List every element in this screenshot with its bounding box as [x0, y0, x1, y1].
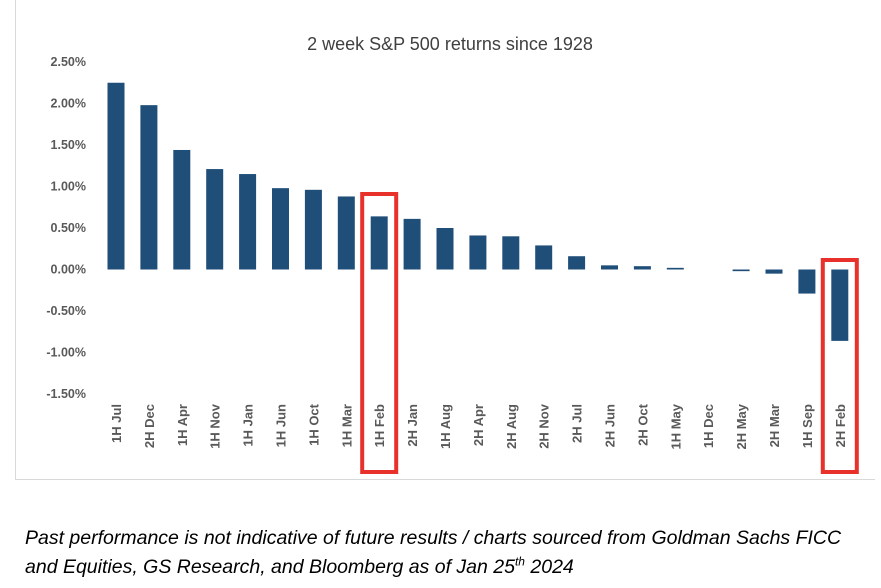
highlight-box [360, 192, 399, 474]
x-tick-label: 1H Sep [800, 404, 815, 448]
bar [502, 236, 520, 270]
y-tick-label: 2.00% [51, 97, 86, 111]
x-tick-label: 2H Mar [767, 404, 782, 447]
y-axis: 2.50% 2.00% 1.50% 1.00% 0.50% 0.00% -0.50% -1.0… [46, 55, 86, 401]
x-tick-label: 2H Apr [471, 404, 486, 446]
bar [403, 218, 421, 270]
y-tick-label: -1.00% [46, 346, 86, 360]
x-tick-label: 1H Aug [438, 404, 453, 449]
bar [666, 267, 684, 270]
bar [370, 216, 388, 270]
x-tick-label: 2H Nov [537, 403, 552, 449]
x-tick-label: 1H Mar [339, 404, 354, 447]
x-tick-label: 2H Aug [504, 404, 519, 449]
caption-text-end: 2024 [524, 556, 574, 578]
y-tick-label: 1.00% [51, 180, 86, 194]
x-tick-label: 1H Oct [306, 403, 321, 446]
x-tick-label: 2H Jan [405, 404, 420, 447]
x-tick-label: 1H Jan [241, 404, 256, 447]
chart-title: 2 week S&P 500 returns since 1928 [307, 34, 593, 54]
x-axis-labels: 1H Jul 2H Dec 1H Apr 1H Nov 1H Jan 1H Jun 1H O… [109, 403, 848, 449]
x-tick-label: 1H Jul [109, 404, 124, 443]
x-tick-label: 2H Jul [570, 404, 585, 443]
bar [337, 196, 355, 270]
y-tick-label: -0.50% [46, 304, 86, 318]
x-tick-label: 2H May [734, 403, 749, 449]
bar [206, 169, 224, 270]
x-tick-label: 1H Apr [175, 404, 190, 446]
x-tick-label: 1H Feb [372, 404, 387, 447]
y-tick-label: 0.00% [51, 263, 86, 277]
bar [568, 256, 586, 270]
bar [140, 105, 158, 270]
y-tick-label: 2.50% [51, 55, 86, 69]
x-tick-label: 2H Oct [635, 403, 650, 446]
bar [732, 269, 750, 272]
bar [831, 269, 849, 341]
bar [173, 149, 191, 270]
bar [601, 265, 618, 270]
highlight-boxes [360, 192, 859, 474]
bar [436, 228, 454, 270]
bar [469, 235, 487, 270]
bar [107, 82, 125, 270]
bar [798, 269, 816, 294]
bar [272, 188, 289, 270]
caption-text: Past performance is not indicative of fu… [25, 527, 842, 578]
chart-frame [15, 0, 875, 480]
x-tick-label: 2H Jun [603, 404, 618, 447]
bar-chart: 2 week S&P 500 returns since 1928 2.50%2… [46, 34, 859, 474]
caption-superscript: th [514, 554, 525, 569]
x-tick-label: 1H Dec [701, 404, 716, 448]
caption: Past performance is not indicative of fu… [25, 524, 875, 582]
x-tick-label: 1H Nov [208, 403, 223, 449]
y-tick-label: 0.50% [51, 221, 86, 235]
bar [535, 245, 553, 270]
bar [633, 266, 651, 270]
bar [304, 189, 322, 270]
bars [107, 82, 849, 341]
y-tick-label: 1.50% [51, 138, 86, 152]
bar [765, 269, 783, 274]
bar [239, 174, 257, 270]
x-tick-label: 2H Dec [142, 404, 157, 448]
y-tick-label: -1.50% [46, 387, 86, 401]
highlight-box [820, 258, 859, 474]
x-tick-label: 2H Feb [833, 404, 848, 447]
x-tick-label: 1H May [668, 403, 683, 449]
x-tick-label: 1H Jun [274, 404, 289, 447]
